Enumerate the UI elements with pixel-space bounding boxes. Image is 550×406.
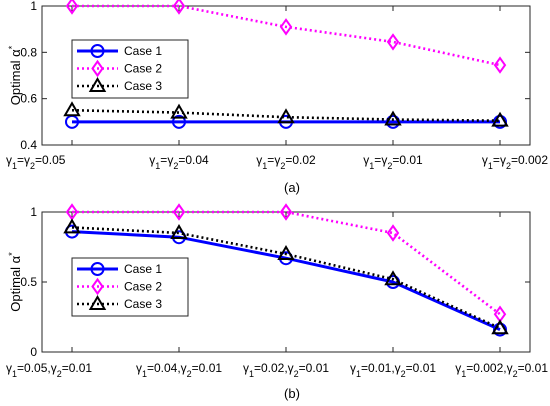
legend-label: Case 3 [124, 79, 162, 93]
legend-marker [90, 262, 105, 276]
subplot-a: 0.4 0.6 0.8 1 γ1=γ2=0.05 γ1=γ2=0.04 γ1=γ2=0.02… [6, 0, 548, 195]
data-point [493, 56, 507, 74]
y-axis-label: Optimal α* [7, 252, 23, 312]
legend: Case 1 Case 2 Case 3 [71, 257, 189, 317]
data-point [63, 218, 81, 234]
y-tick-label: 0.4 [20, 138, 37, 152]
y-tick-label: 1 [30, 0, 37, 13]
legend-marker [91, 59, 104, 78]
data-point [493, 114, 507, 129]
data-point [384, 270, 402, 286]
subplot-caption: (a) [284, 180, 300, 195]
x-tick-label: γ1=0.02,γ2=0.01 [243, 361, 329, 379]
x-tick-label: γ1=0.01,γ2=0.01 [350, 361, 436, 379]
y-tick-label: 1 [30, 205, 37, 219]
x-tick-label: γ1=0.04,γ2=0.01 [136, 361, 222, 379]
legend-marker [91, 277, 104, 296]
series-line [71, 108, 501, 122]
legend-marker [90, 44, 105, 58]
series-case-2 [65, 0, 507, 74]
data-point [384, 110, 402, 126]
series-case-2 [65, 203, 507, 323]
data-point [279, 18, 293, 36]
legend-label: Case 3 [124, 297, 162, 311]
data-point [170, 224, 188, 239]
series-line [71, 226, 501, 330]
subplot-b: 0 0.5 1 γ1=0.05,γ2=0.01 γ1=0.04,γ2=0.01 γ1=0.… [6, 203, 548, 401]
x-tick-label: γ1=0.002,γ2=0.01 [455, 361, 548, 379]
data-point [65, 0, 79, 15]
legend-label: Case 2 [124, 62, 162, 76]
data-point [386, 224, 400, 242]
x-tick-label: γ1=γ2=0.002 [482, 153, 548, 171]
data-point [279, 203, 293, 221]
subplot-caption: (b) [284, 386, 300, 401]
data-point [63, 101, 81, 117]
x-tick-label: γ1=0.05,γ2=0.01 [6, 361, 92, 379]
legend-label: Case 1 [124, 44, 162, 58]
y-tick-label: 0 [30, 345, 37, 359]
series-line [72, 210, 501, 316]
data-point [491, 319, 509, 335]
x-tick-label: γ1=γ2=0.01 [363, 153, 423, 171]
legend-label: Case 1 [124, 262, 162, 276]
series-case-3 [63, 218, 509, 335]
y-tick-label: 0.5 [20, 275, 37, 289]
legend: Case 1 Case 2 Case 3 [71, 39, 189, 99]
y-tick-label: 0.8 [20, 45, 37, 59]
series-case-3 [63, 101, 509, 127]
series-line [72, 4, 501, 67]
y-tick-label: 0.6 [20, 92, 37, 106]
x-tick-label: γ1=γ2=0.04 [149, 153, 209, 171]
data-point [491, 111, 509, 127]
legend-label: Case 2 [124, 280, 162, 294]
data-point [386, 33, 400, 51]
data-point [277, 108, 295, 124]
data-point [277, 245, 295, 260]
legend-marker [88, 295, 107, 310]
y-axis-label: Optimal α* [7, 45, 23, 105]
data-point [170, 103, 188, 119]
x-tick-label: γ1=γ2=0.05 [6, 153, 66, 171]
data-point [172, 114, 186, 129]
legend-marker [88, 77, 107, 92]
data-point [172, 0, 186, 15]
x-tick-label: γ1=γ2=0.02 [256, 153, 316, 171]
data-point [172, 203, 186, 221]
